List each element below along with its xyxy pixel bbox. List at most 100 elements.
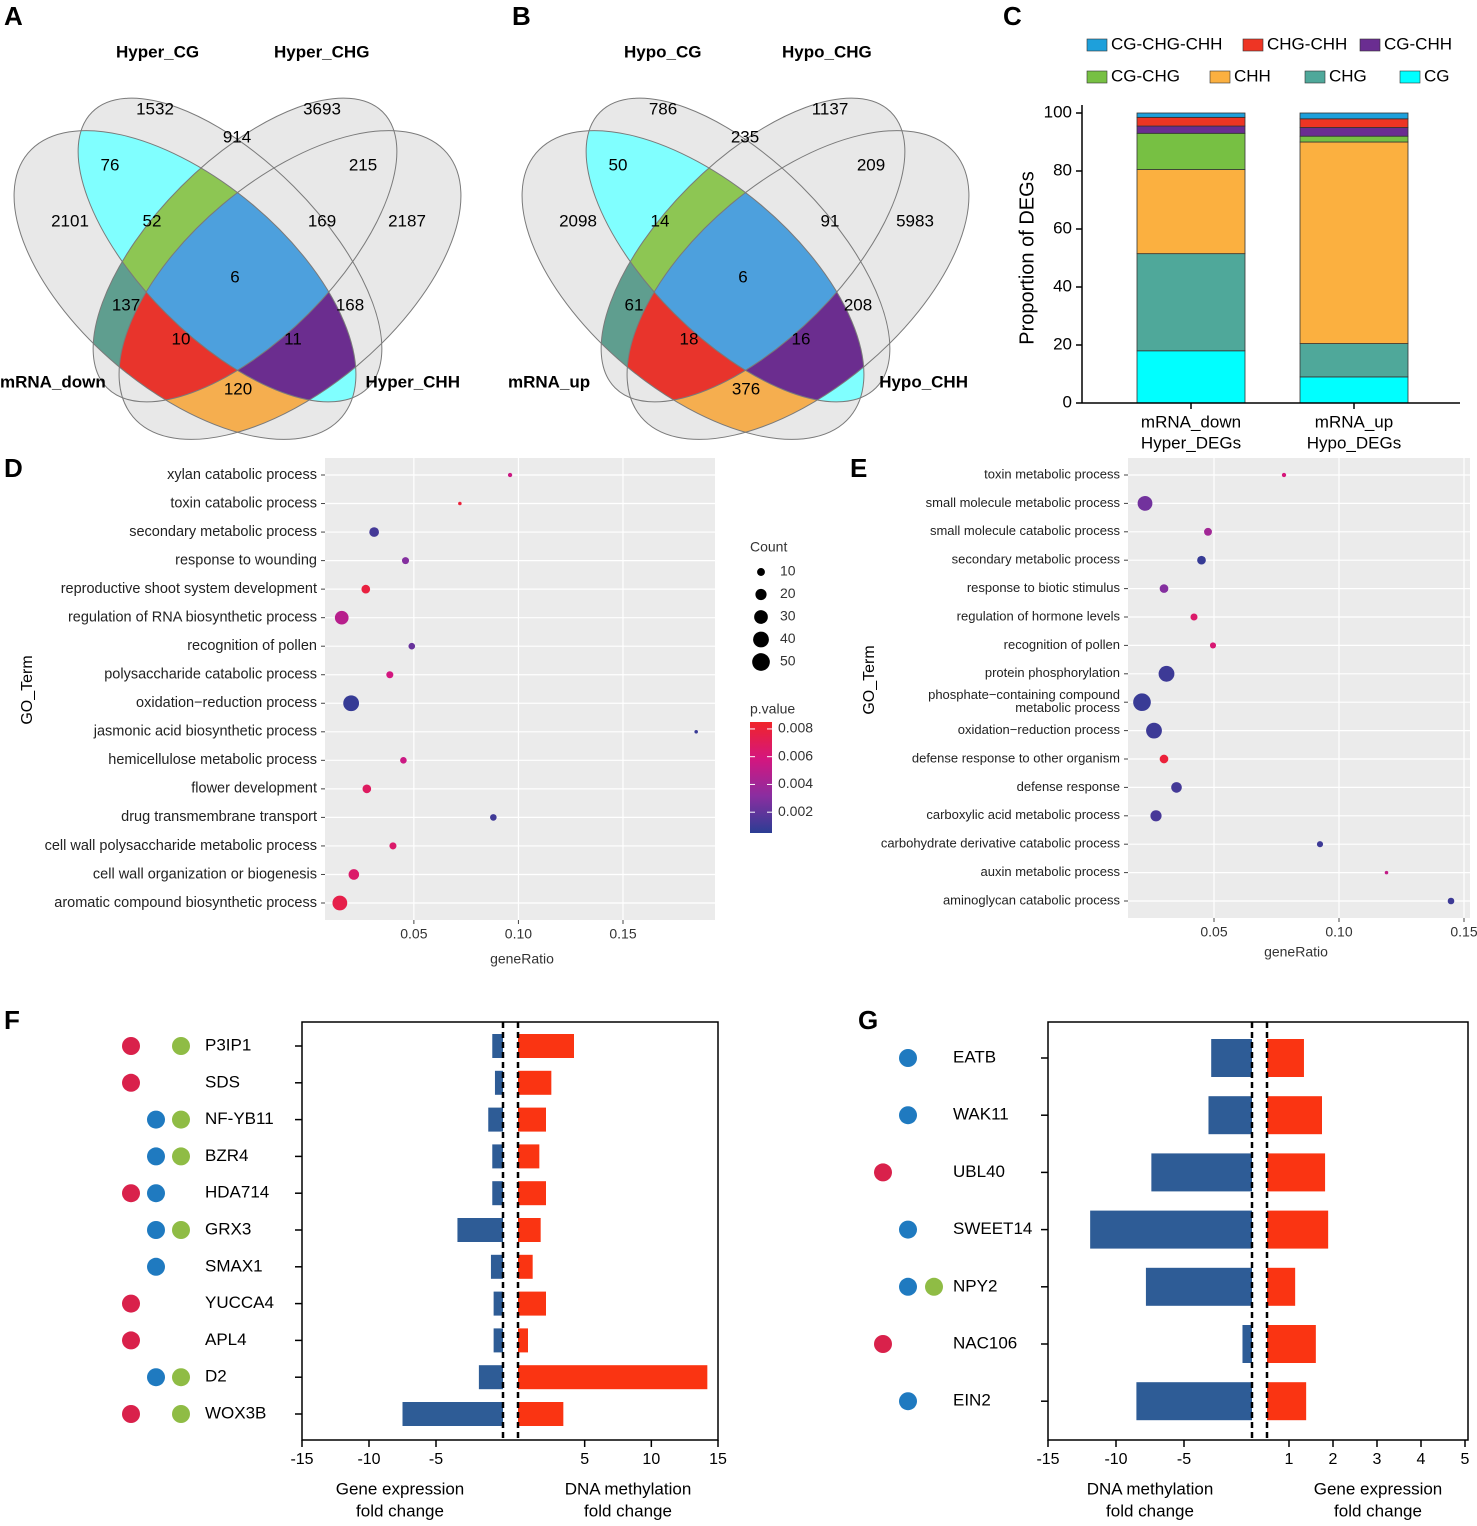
venn-count: 786: [649, 99, 677, 118]
panel-letter: B: [512, 1, 531, 31]
category-dot: [122, 1184, 140, 1203]
venn-count: 11: [284, 329, 302, 348]
y-axis-title: Proportion of DEGs: [1016, 171, 1038, 344]
dot: [1197, 555, 1206, 565]
colorbar-tick-label: 0.008: [778, 720, 813, 736]
legend-label: CG-CHG-CHH: [1111, 34, 1222, 53]
gene-label: NF-YB11: [205, 1109, 274, 1128]
gene-label: SDS: [205, 1072, 240, 1091]
dot: [400, 757, 407, 764]
dot: [1150, 810, 1162, 822]
plot-panel: [1128, 458, 1470, 918]
y-tick-label: flower development: [191, 781, 317, 797]
bar-segment: [1136, 253, 1246, 352]
bar: [518, 1328, 528, 1353]
y-tick-label: 100: [1044, 102, 1072, 121]
bar: [457, 1218, 503, 1242]
legend-swatch: [1359, 38, 1381, 52]
venn-set-label: Hypo_CG: [624, 42, 701, 61]
venn-count: 76: [101, 155, 120, 174]
bar-segment: [1136, 112, 1246, 118]
legend-label: CG-CHH: [1384, 34, 1452, 53]
category-dot: [899, 1392, 917, 1411]
x-tick-label: -15: [1036, 1451, 1059, 1468]
panel-letter: A: [4, 1, 23, 31]
venn-count: 215: [349, 155, 377, 174]
x-tick-label: -5: [1177, 1451, 1191, 1468]
x-tick-label: 1: [1285, 1451, 1294, 1468]
gene-label: D2: [205, 1367, 227, 1386]
bar: [494, 1070, 503, 1095]
gene-label: UBL40: [953, 1162, 1005, 1181]
venn-count: 169: [308, 211, 336, 230]
venn-count: 5983: [896, 211, 934, 230]
dot: [389, 842, 397, 850]
x-axis-title: fold change: [1106, 1501, 1194, 1520]
category-dot: [122, 1037, 140, 1055]
y-tick-label: xylan catabolic process: [167, 467, 317, 483]
x-axis-title: Gene expression: [1314, 1479, 1443, 1498]
y-tick-label: jasmonic acid biosynthetic process: [93, 724, 317, 740]
category-dot: [147, 1184, 165, 1203]
dot: [507, 472, 513, 478]
y-tick-label: carboxylic acid metabolic process: [926, 807, 1120, 822]
legend-swatch: [1209, 70, 1231, 84]
legend-label: 10: [780, 563, 796, 579]
gene-label: YUCCA4: [205, 1293, 274, 1312]
legend-label: CG-CHG: [1111, 66, 1180, 85]
y-tick-label: toxin catabolic process: [170, 495, 317, 511]
bar: [1267, 1039, 1304, 1077]
y-tick-label: cell wall polysaccharide metabolic proce…: [45, 838, 317, 854]
legend-title: p.value: [750, 701, 795, 717]
category-dot: [899, 1106, 917, 1125]
y-tick-label: oxidation−reduction process: [136, 695, 317, 711]
y-tick-label: aminoglycan catabolic process: [943, 892, 1121, 907]
y-tick-label: cell wall organization or biogenesis: [93, 866, 317, 882]
legend-label: 20: [780, 585, 796, 601]
legend-label: 50: [780, 653, 796, 669]
bar-segment: [1299, 343, 1409, 378]
category-dot: [147, 1147, 165, 1166]
colorbar-tick-label: 0.004: [778, 775, 813, 791]
venn-count: 18: [680, 329, 699, 348]
x-tick-label: 10: [642, 1451, 660, 1468]
x-axis-title: geneRatio: [490, 951, 554, 967]
category-dot: [874, 1335, 892, 1353]
y-tick-label: small molecule catabolic process: [930, 523, 1121, 538]
x-tick-label: 0.15: [609, 926, 636, 942]
dot: [1447, 897, 1455, 905]
bar: [518, 1181, 546, 1206]
gene-label: SMAX1: [205, 1256, 263, 1275]
y-tick-label: phosphate−containing compound: [928, 687, 1120, 702]
colorbar-tick-label: 0.006: [778, 747, 813, 763]
dot: [1204, 527, 1212, 536]
category-dot: [147, 1221, 165, 1239]
venn-count: 914: [223, 127, 251, 146]
venn-count: 2101: [51, 211, 89, 230]
panel-letter: G: [858, 1005, 878, 1035]
y-tick-label: 20: [1053, 334, 1072, 353]
y-tick-label: aromatic compound biosynthetic process: [54, 895, 317, 911]
bar: [402, 1402, 503, 1426]
category-dot: [122, 1331, 140, 1350]
y-tick-label: metabolic process: [1015, 700, 1120, 715]
bar: [518, 1144, 540, 1169]
dot: [1316, 841, 1324, 848]
panel-letter: F: [4, 1005, 20, 1035]
venn-set-label: Hypo_CHH: [879, 372, 968, 391]
category-dot: [899, 1220, 917, 1239]
y-tick-label: defense response: [1017, 779, 1120, 794]
y-tick-label: 80: [1053, 160, 1072, 179]
y-tick-label: toxin metabolic process: [984, 466, 1120, 481]
venn-set-shape: [77, 97, 383, 403]
bar: [518, 1291, 546, 1316]
plot-box: [301, 1021, 719, 1441]
bar: [518, 1070, 552, 1095]
bar: [1151, 1153, 1252, 1192]
bar-segment: [1299, 112, 1409, 120]
colorbar-tick-label: 0.002: [778, 803, 813, 819]
dot: [1171, 782, 1182, 793]
x-tick-label: 0.10: [1325, 924, 1352, 940]
